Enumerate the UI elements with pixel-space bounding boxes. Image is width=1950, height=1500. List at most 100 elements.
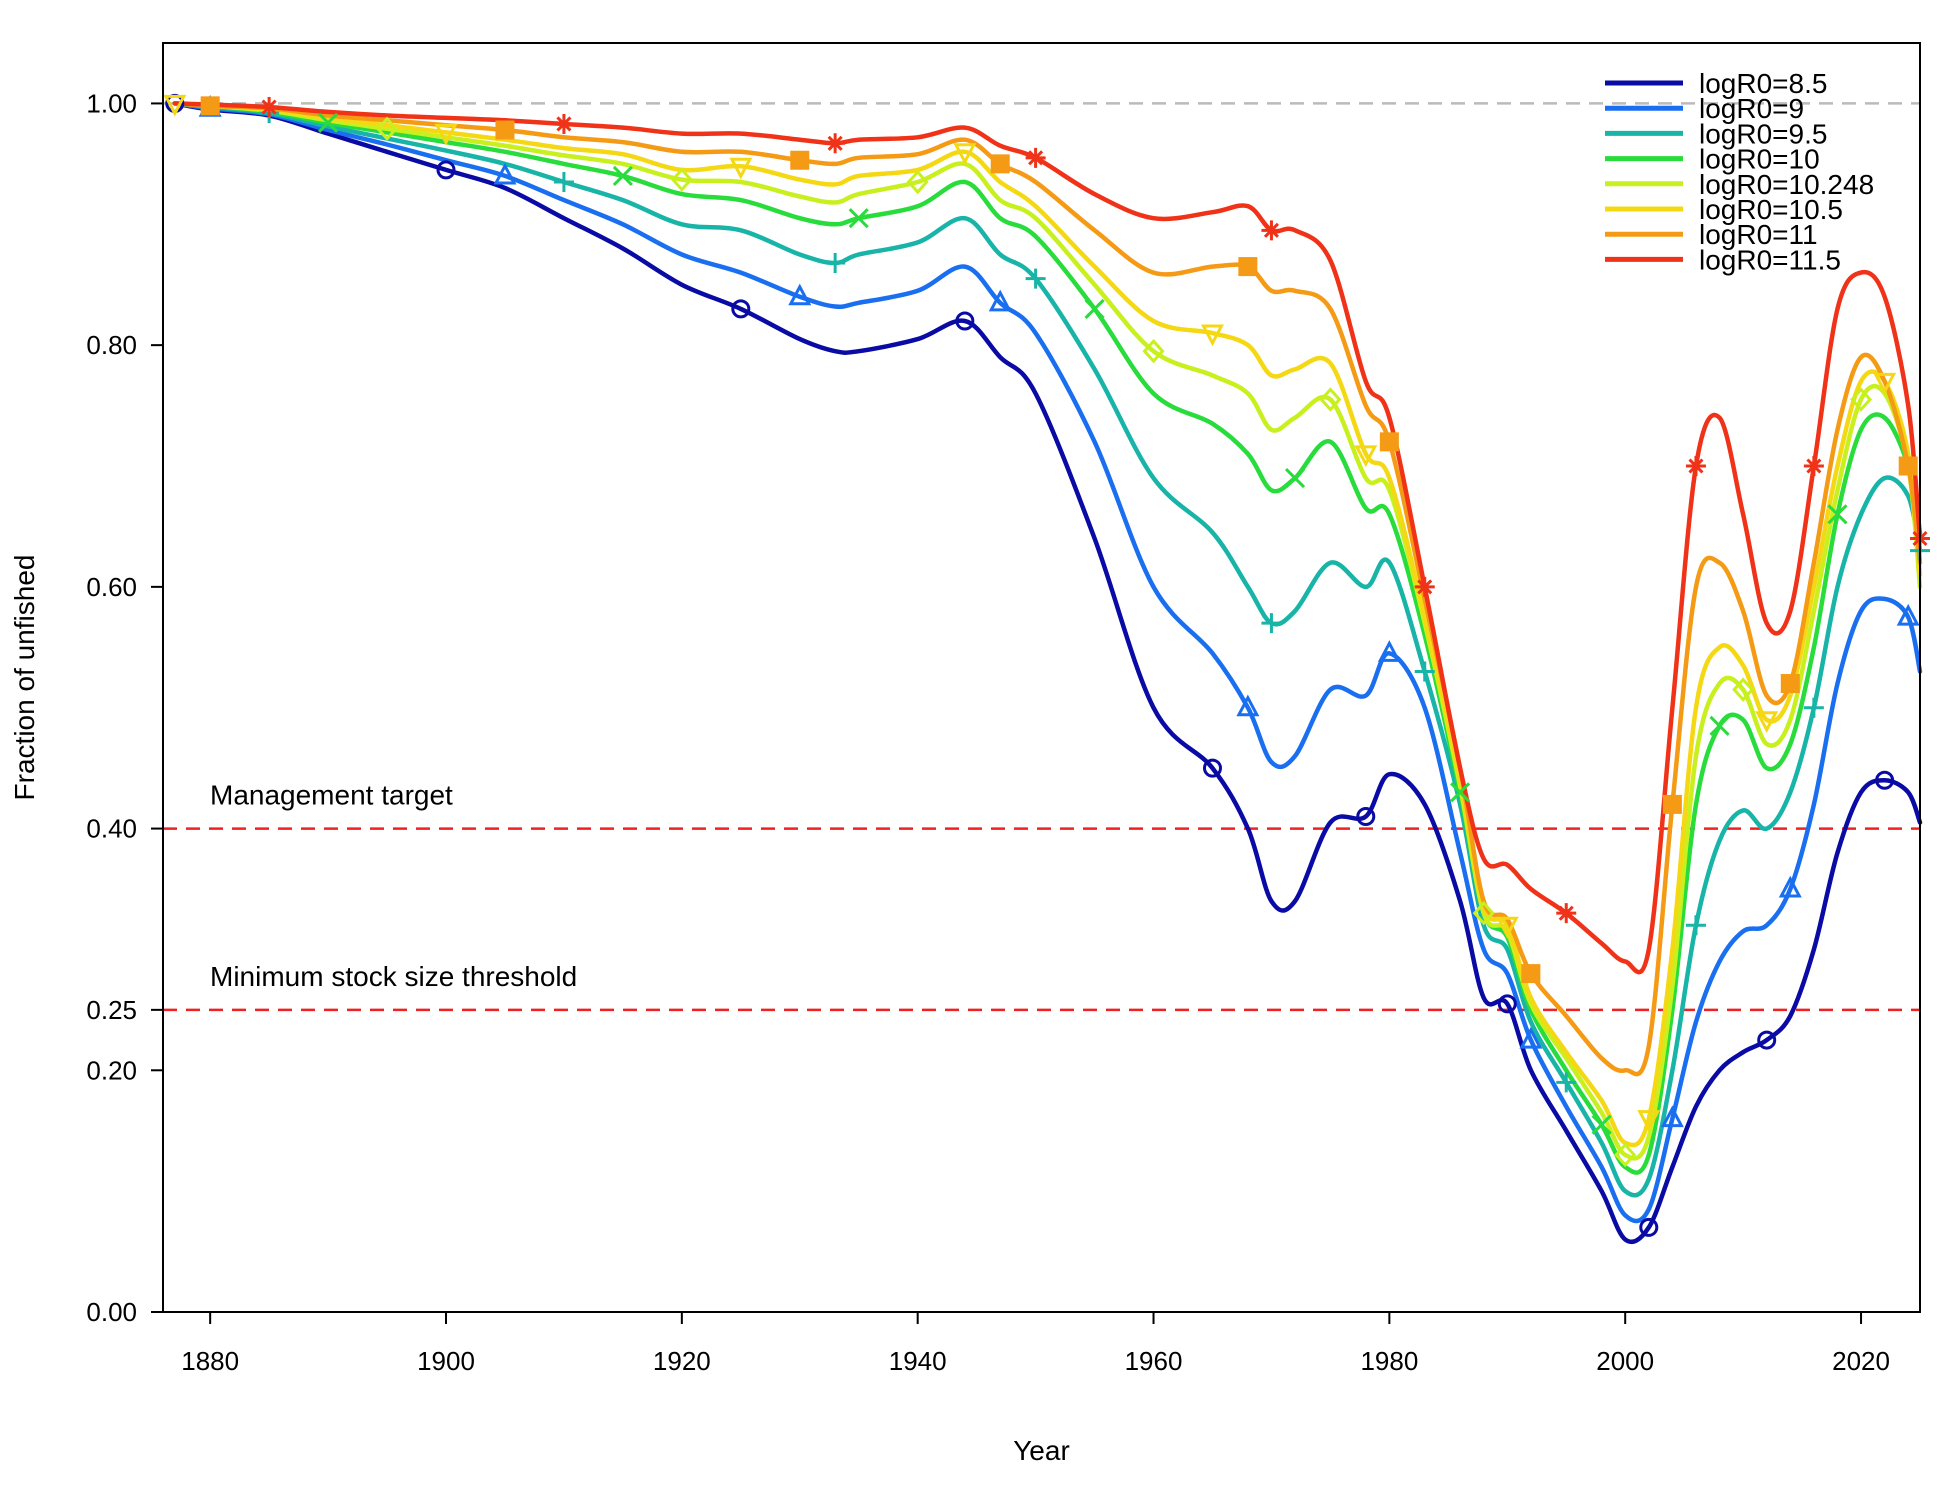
- series-line-5: [172, 101, 1923, 1148]
- legend-label-0: logR0=8.5: [1699, 68, 1827, 99]
- data-point-6-46: [1898, 456, 1918, 476]
- series-line-3: [172, 101, 1923, 1175]
- series-line-4: [172, 101, 1923, 1161]
- data-point-7-32: [1556, 903, 1577, 924]
- data-point-3-38: [1709, 715, 1730, 736]
- data-point-6-36: [1662, 794, 1682, 814]
- data-point-5-15: [953, 143, 977, 165]
- data-point-0-25: [1356, 806, 1376, 826]
- series-markers: [163, 93, 1930, 1237]
- data-point-0-20: [1202, 758, 1222, 778]
- data-point-3-28: [1450, 782, 1471, 803]
- y-tick-label: 0.25: [86, 995, 137, 1025]
- y-tick-label: 0.40: [86, 814, 137, 844]
- data-point-3-13: [848, 208, 869, 229]
- legend-label-7: logR0=11.5: [1699, 244, 1841, 275]
- data-point-2-7: [553, 171, 574, 192]
- data-point-0-40: [1757, 1030, 1777, 1050]
- data-point-4-34: [1614, 1142, 1637, 1168]
- data-point-5-5: [434, 123, 458, 146]
- data-point-1-36: [1660, 1105, 1684, 1128]
- data-point-6-26: [1379, 432, 1399, 452]
- legend-label-4: logR0=10.248: [1699, 169, 1874, 200]
- data-point-4-9: [670, 167, 693, 192]
- data-point-2-32: [1556, 1072, 1577, 1093]
- data-point-4-39: [1732, 677, 1755, 702]
- data-point-0-10: [731, 299, 751, 319]
- series-line-1: [172, 101, 1923, 1224]
- data-point-7-37: [1685, 456, 1706, 476]
- data-point-6-31: [1521, 964, 1541, 984]
- data-point-3-43: [1827, 504, 1848, 525]
- data-point-3-3: [318, 112, 339, 133]
- data-point-5-10: [729, 157, 753, 180]
- data-point-1-41: [1778, 875, 1802, 898]
- plot-frame: [162, 42, 1921, 1313]
- x-tick-label: 1940: [889, 1346, 947, 1376]
- data-point-2-17: [1025, 268, 1046, 289]
- data-point-5-25: [1354, 445, 1378, 468]
- data-point-3-8: [612, 165, 633, 187]
- x-axis: 1880 1900 1920 1940 1960 1980 2000 2020: [181, 1312, 1890, 1376]
- data-point-5-45: [1873, 372, 1897, 395]
- management-target-label: Management target: [210, 780, 453, 811]
- data-point-0-30: [1497, 994, 1517, 1014]
- data-point-1-6: [493, 162, 517, 185]
- data-point-4-29: [1472, 900, 1495, 926]
- x-tick-label: 2000: [1596, 1346, 1654, 1376]
- data-point-1-46: [1896, 603, 1920, 626]
- x-tick-label: 2020: [1832, 1346, 1890, 1376]
- data-point-4-19: [1142, 338, 1165, 364]
- data-point-7-17: [1025, 147, 1046, 168]
- data-point-2-37: [1685, 915, 1706, 936]
- data-point-7-12: [825, 133, 846, 154]
- data-point-5-20: [1200, 324, 1224, 347]
- data-point-7-22: [1261, 220, 1282, 241]
- legend-label-2: logR0=9.5: [1699, 118, 1827, 149]
- y-axis: 0.00 0.20 0.25 0.40 0.60 0.80 1.00: [86, 88, 163, 1327]
- data-point-0-5: [436, 160, 456, 180]
- data-point-0-35: [1639, 1217, 1659, 1237]
- x-tick-label: 1960: [1125, 1346, 1183, 1376]
- y-tick-label: 0.20: [86, 1055, 137, 1085]
- data-point-1-26: [1377, 640, 1401, 662]
- y-tick-label: 0.80: [86, 330, 137, 360]
- data-point-6-1: [200, 96, 220, 116]
- data-point-4-44: [1850, 387, 1873, 412]
- minimum-stock-threshold-label: Minimum stock size threshold: [210, 961, 577, 992]
- data-point-5-0: [163, 94, 187, 117]
- y-tick-label: 0.00: [86, 1297, 137, 1327]
- data-point-4-14: [906, 169, 929, 195]
- y-tick-label: 1.00: [86, 88, 137, 118]
- data-point-2-12: [825, 252, 846, 273]
- y-tick-label: 0.60: [86, 572, 137, 602]
- x-tick-label: 1920: [653, 1346, 711, 1376]
- data-point-2-27: [1414, 661, 1435, 682]
- data-point-3-23: [1284, 468, 1306, 489]
- data-point-3-33: [1591, 1114, 1612, 1135]
- data-point-6-41: [1780, 674, 1800, 694]
- x-tick-label: 1900: [417, 1346, 475, 1376]
- series-lines: [172, 101, 1923, 1245]
- series-line-2: [172, 101, 1923, 1198]
- data-point-2-42: [1803, 697, 1824, 718]
- data-point-5-40: [1755, 711, 1779, 734]
- legend: logR0=8.5logR0=9logR0=9.5logR0=10logR0=1…: [1605, 68, 1874, 275]
- data-point-5-30: [1495, 916, 1519, 939]
- reference-lines: [163, 102, 1920, 1012]
- data-point-0-15: [955, 311, 975, 331]
- data-point-7-2: [259, 97, 280, 118]
- data-point-6-6: [495, 120, 515, 140]
- x-axis-title: Year: [1013, 1435, 1070, 1466]
- data-point-7-7: [553, 113, 574, 134]
- data-point-1-21: [1236, 694, 1260, 717]
- legend-label-6: logR0=11: [1699, 219, 1818, 250]
- y-axis-title: Fraction of unfished: [9, 555, 40, 801]
- data-point-6-21: [1238, 257, 1258, 277]
- data-point-4-4: [376, 116, 399, 142]
- data-point-1-11: [788, 283, 812, 306]
- series-line-7: [172, 101, 1923, 975]
- x-tick-label: 1980: [1360, 1346, 1418, 1376]
- data-point-7-27: [1414, 576, 1435, 597]
